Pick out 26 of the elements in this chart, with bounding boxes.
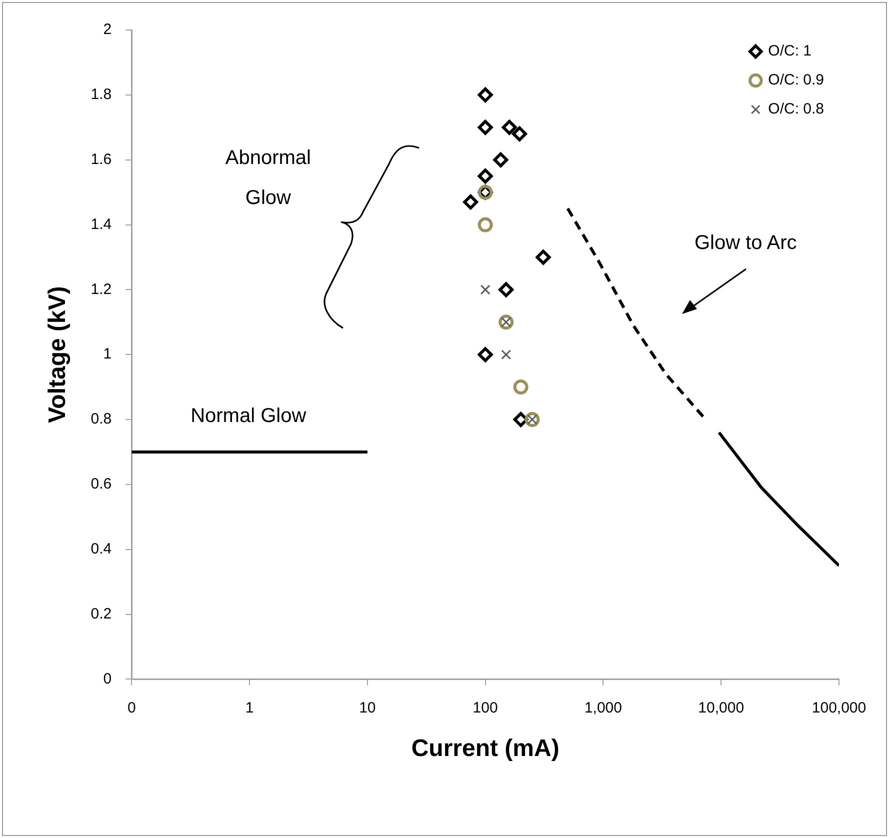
y-tick-label: 1.2 bbox=[90, 280, 112, 298]
x-axis-title: Current (mA) bbox=[411, 735, 560, 762]
y-tick-label: 0.4 bbox=[90, 540, 112, 558]
x-tick-label: 100 bbox=[472, 699, 498, 716]
x-tick-label: 1,000 bbox=[584, 699, 622, 716]
legend-label: O/C: 0.9 bbox=[768, 72, 824, 89]
y-tick-label: 1.6 bbox=[90, 150, 112, 168]
x-tick-label: 1 bbox=[245, 699, 254, 716]
y-tick-label: 1.8 bbox=[90, 86, 112, 104]
y-tick-label: 2 bbox=[103, 21, 112, 38]
x-tick-label: 10,000 bbox=[698, 699, 744, 716]
annotation: Abnormal Glow bbox=[225, 147, 311, 210]
annotation: Glow to Arc bbox=[694, 232, 797, 254]
y-tick-label: 0 bbox=[103, 670, 112, 688]
y-tick-label: 1 bbox=[103, 346, 112, 363]
legend-label: O/C: 0.8 bbox=[768, 100, 824, 118]
y-tick-label: 0.2 bbox=[90, 605, 112, 622]
y-tick-label: 1.4 bbox=[90, 216, 112, 233]
y-axis-title: Voltage (kV) bbox=[44, 286, 72, 424]
legend-label: O/C: 1 bbox=[768, 42, 812, 60]
x-tick-label: 100,000 bbox=[812, 699, 866, 716]
annotation: Normal Glow bbox=[190, 404, 307, 427]
x-tick-label: 10 bbox=[359, 699, 376, 716]
y-tick-label: 0.8 bbox=[90, 410, 112, 428]
x-tick-label: 0 bbox=[127, 699, 136, 716]
y-tick-label: 0.6 bbox=[90, 476, 112, 493]
